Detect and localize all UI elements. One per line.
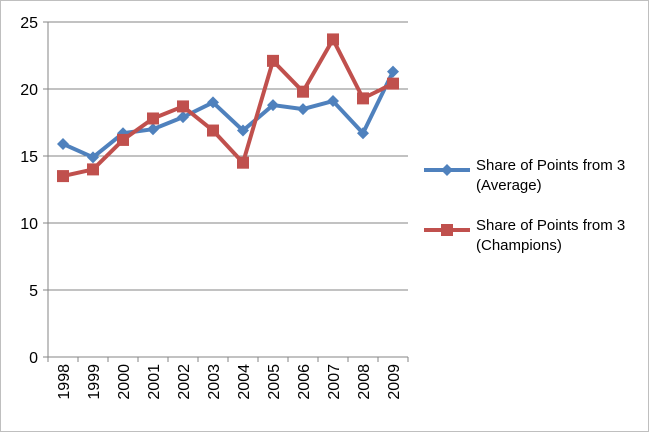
data-point [87,163,99,176]
data-point [207,96,219,109]
x-tick-label: 2007 [326,364,343,400]
data-point [387,65,399,78]
x-tick-label: 2006 [296,364,313,400]
x-tick-label: 1999 [86,364,103,400]
legend-label-line: Share of Points from 3 [476,217,626,234]
legend-swatch [424,224,470,236]
x-tick-label: 2004 [236,364,253,400]
legend-label-line: Share of Points from 3 [476,157,626,174]
y-tick-label: 15 [20,149,38,166]
x-tick-label: 2005 [266,364,283,400]
data-point [177,111,189,124]
data-point [117,133,129,146]
y-tick-label: 20 [20,82,38,99]
data-point [207,124,219,137]
x-tick-label: 2003 [206,364,223,400]
data-point [267,54,279,67]
y-tick-label: 0 [29,350,38,367]
data-point [387,77,399,90]
legend-label: Share of Points from 3 (Champions) [476,216,625,256]
data-point [297,103,309,116]
legend-label-line: (Champions) [476,237,562,254]
data-point [147,123,159,136]
data-point [237,156,249,169]
legend-marker [441,164,453,176]
data-point [87,151,99,164]
x-tick-label: 2008 [356,364,373,400]
data-point [267,99,279,112]
y-tick-label: 10 [20,216,38,233]
y-tick-label: 5 [29,283,38,300]
legend-item-1: Share of Points from 3 (Average) [422,150,646,210]
legend-swatch [424,164,470,176]
data-point [327,95,339,108]
data-point [57,170,69,183]
x-tick-label: 2009 [386,364,403,400]
data-point [357,92,369,105]
x-tick-label: 2001 [146,364,163,400]
legend-label: Share of Points from 3 (Average) [476,156,625,196]
data-point [327,33,339,46]
legend-item-2: Share of Points from 3 (Champions) [422,210,646,270]
data-point [147,112,159,125]
x-tick-label: 2002 [176,364,193,400]
y-tick-label: 25 [20,15,38,32]
x-tick-label: 2000 [116,364,133,400]
series-2 [57,33,399,183]
data-point [57,137,69,150]
x-tick-label: 1998 [56,364,73,400]
data-point [237,124,249,137]
series-layer [57,33,399,183]
legend-marker [441,224,453,236]
data-point [177,100,189,113]
data-point [357,127,369,140]
legend: Share of Points from 3 (Average) Share of … [422,150,646,270]
data-point [297,85,309,98]
legend-label-line: (Average) [476,177,542,194]
gridlines [48,21,408,291]
